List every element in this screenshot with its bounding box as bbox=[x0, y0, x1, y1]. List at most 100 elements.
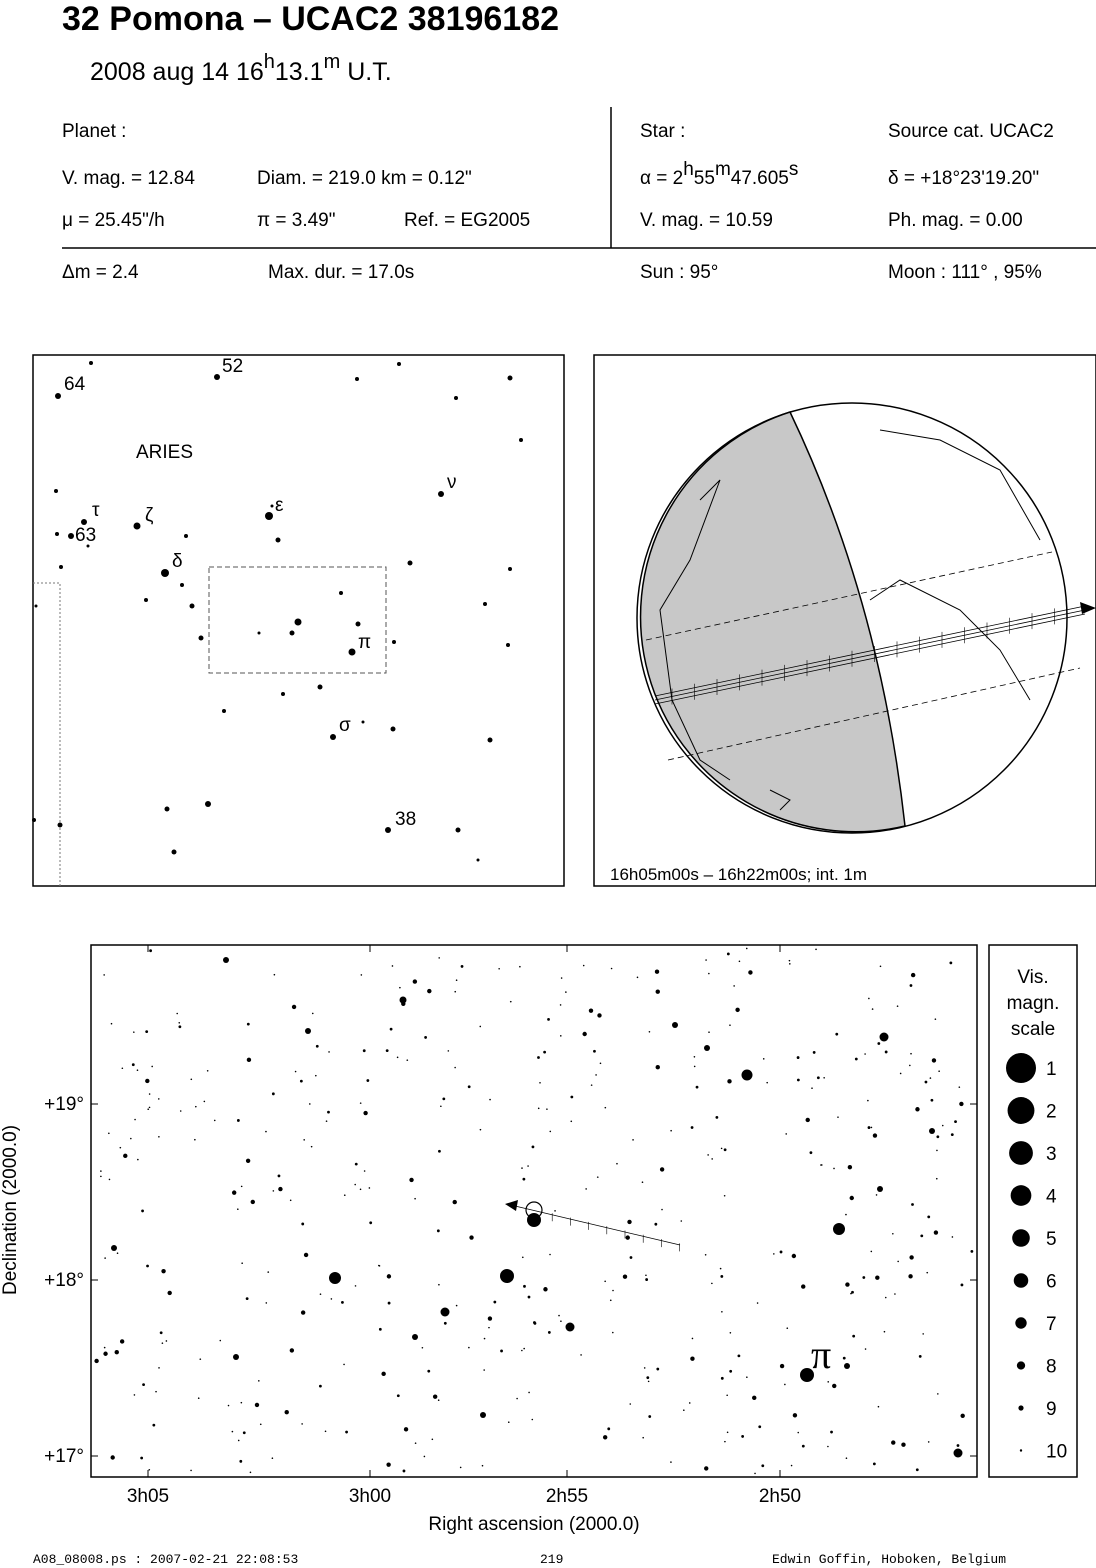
star bbox=[231, 1190, 237, 1195]
star bbox=[339, 591, 343, 595]
star bbox=[937, 1393, 939, 1395]
star bbox=[403, 1427, 409, 1432]
star bbox=[249, 1471, 252, 1474]
star bbox=[851, 1290, 854, 1294]
star bbox=[427, 1369, 431, 1373]
star bbox=[34, 604, 38, 608]
legend-dot bbox=[1009, 1141, 1033, 1165]
star bbox=[500, 1269, 514, 1283]
star-label: π bbox=[358, 632, 371, 653]
star bbox=[655, 1065, 660, 1070]
star bbox=[756, 1302, 759, 1304]
x-tick-label: 2h55 bbox=[546, 1486, 588, 1507]
star bbox=[455, 979, 458, 982]
star bbox=[627, 1219, 632, 1225]
star bbox=[953, 1448, 963, 1458]
star bbox=[116, 1252, 119, 1254]
star bbox=[554, 1210, 556, 1212]
star-label: ν bbox=[447, 472, 457, 493]
star bbox=[108, 1132, 110, 1135]
star bbox=[447, 1050, 450, 1052]
label: α = 2h55m47.605s bbox=[640, 159, 798, 189]
star bbox=[909, 1064, 911, 1067]
star bbox=[656, 1367, 660, 1371]
star bbox=[240, 1185, 243, 1188]
star bbox=[219, 1339, 222, 1342]
star bbox=[941, 1124, 944, 1127]
legend-dot bbox=[1010, 1185, 1032, 1206]
star bbox=[194, 1138, 196, 1141]
star bbox=[704, 1045, 710, 1051]
star bbox=[436, 1229, 440, 1233]
star bbox=[305, 1028, 311, 1034]
star bbox=[327, 1110, 330, 1114]
star bbox=[442, 1097, 446, 1101]
star bbox=[195, 1105, 197, 1108]
star bbox=[719, 1267, 722, 1270]
star bbox=[523, 1284, 526, 1288]
star bbox=[929, 1128, 935, 1134]
legend-label: 3 bbox=[1046, 1144, 1057, 1165]
star bbox=[123, 1153, 128, 1159]
star bbox=[845, 1457, 848, 1460]
star bbox=[629, 1256, 633, 1259]
star bbox=[784, 1383, 786, 1386]
star bbox=[103, 1351, 108, 1356]
star bbox=[214, 374, 220, 380]
date-part: 13.1 bbox=[275, 58, 324, 86]
legend-title: Vis. bbox=[1017, 967, 1048, 988]
star bbox=[362, 1049, 366, 1053]
star bbox=[612, 1331, 614, 1334]
star bbox=[108, 1178, 111, 1181]
star bbox=[508, 567, 512, 571]
star bbox=[197, 1397, 200, 1400]
star bbox=[636, 976, 639, 979]
label: π = 3.49" bbox=[257, 210, 336, 231]
star-label: 38 bbox=[395, 809, 416, 830]
star bbox=[317, 684, 323, 690]
star bbox=[246, 1022, 250, 1026]
star bbox=[537, 1107, 540, 1110]
star bbox=[872, 1462, 876, 1466]
label: Max. dur. = 17.0s bbox=[268, 262, 414, 283]
star bbox=[271, 1457, 274, 1460]
star bbox=[454, 1066, 456, 1069]
star bbox=[86, 544, 90, 548]
path bbox=[654, 609, 1086, 701]
star bbox=[711, 1158, 713, 1160]
ra-sup: s bbox=[789, 159, 799, 180]
star bbox=[189, 603, 195, 609]
star bbox=[879, 1032, 889, 1042]
star bbox=[355, 621, 361, 627]
star bbox=[104, 1257, 106, 1259]
star bbox=[641, 1181, 644, 1184]
star bbox=[723, 1194, 726, 1197]
star bbox=[119, 1146, 122, 1149]
star bbox=[595, 1074, 597, 1076]
star bbox=[506, 643, 510, 647]
star bbox=[864, 1053, 866, 1055]
star bbox=[239, 1459, 243, 1463]
star bbox=[103, 1346, 106, 1349]
star bbox=[303, 1139, 305, 1141]
star bbox=[148, 1468, 151, 1471]
star bbox=[927, 1215, 931, 1219]
title: 32 Pomona – UCAC2 38196182 bbox=[62, 0, 559, 38]
star bbox=[933, 1230, 939, 1235]
star bbox=[240, 1401, 243, 1404]
star bbox=[161, 1342, 164, 1344]
star-label: 52 bbox=[222, 356, 243, 377]
star bbox=[816, 1076, 820, 1080]
star bbox=[385, 827, 391, 833]
star bbox=[516, 1397, 518, 1400]
star bbox=[121, 1067, 124, 1070]
chart-area bbox=[208, 566, 387, 674]
star bbox=[141, 1209, 144, 1213]
star bbox=[582, 964, 585, 967]
star bbox=[680, 1220, 683, 1222]
star bbox=[401, 1001, 406, 1006]
star bbox=[386, 1274, 392, 1279]
star-chart: π Right ascension (2000.0) Declination (… bbox=[0, 944, 1078, 1535]
star bbox=[670, 1129, 672, 1132]
star bbox=[299, 1079, 303, 1083]
